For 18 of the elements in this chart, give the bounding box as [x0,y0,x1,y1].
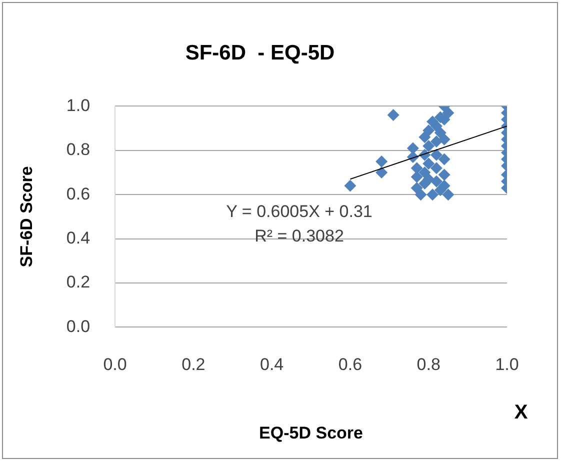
y-tick-label: 1.0 [66,96,90,115]
x-tick-label: 0.0 [103,355,127,374]
x-tick-label: 0.2 [182,355,206,374]
x-axis-title: EQ-5D Score [259,423,363,442]
x-tick-label: 0.4 [260,355,284,374]
annotation: Y = 0.6005X + 0.31 [226,202,372,221]
x-tick-label: 0.6 [338,355,362,374]
y-tick-label: 0.2 [66,272,90,292]
annotation: R² = 0.3082 [254,226,344,246]
x-tick-label: 1.0 [495,355,519,374]
y-tick-label: 0.4 [66,228,90,248]
chart-title: SF-6D - EQ-5D [185,41,335,64]
text: X [514,402,528,424]
x-tick-label: 0.8 [416,355,440,374]
y-tick-label: 0.6 [66,184,90,204]
y-axis-title: SF-6D Score [16,166,36,268]
y-tick-label: 0.0 [66,316,90,336]
y-tick-label: 0.8 [66,140,90,160]
